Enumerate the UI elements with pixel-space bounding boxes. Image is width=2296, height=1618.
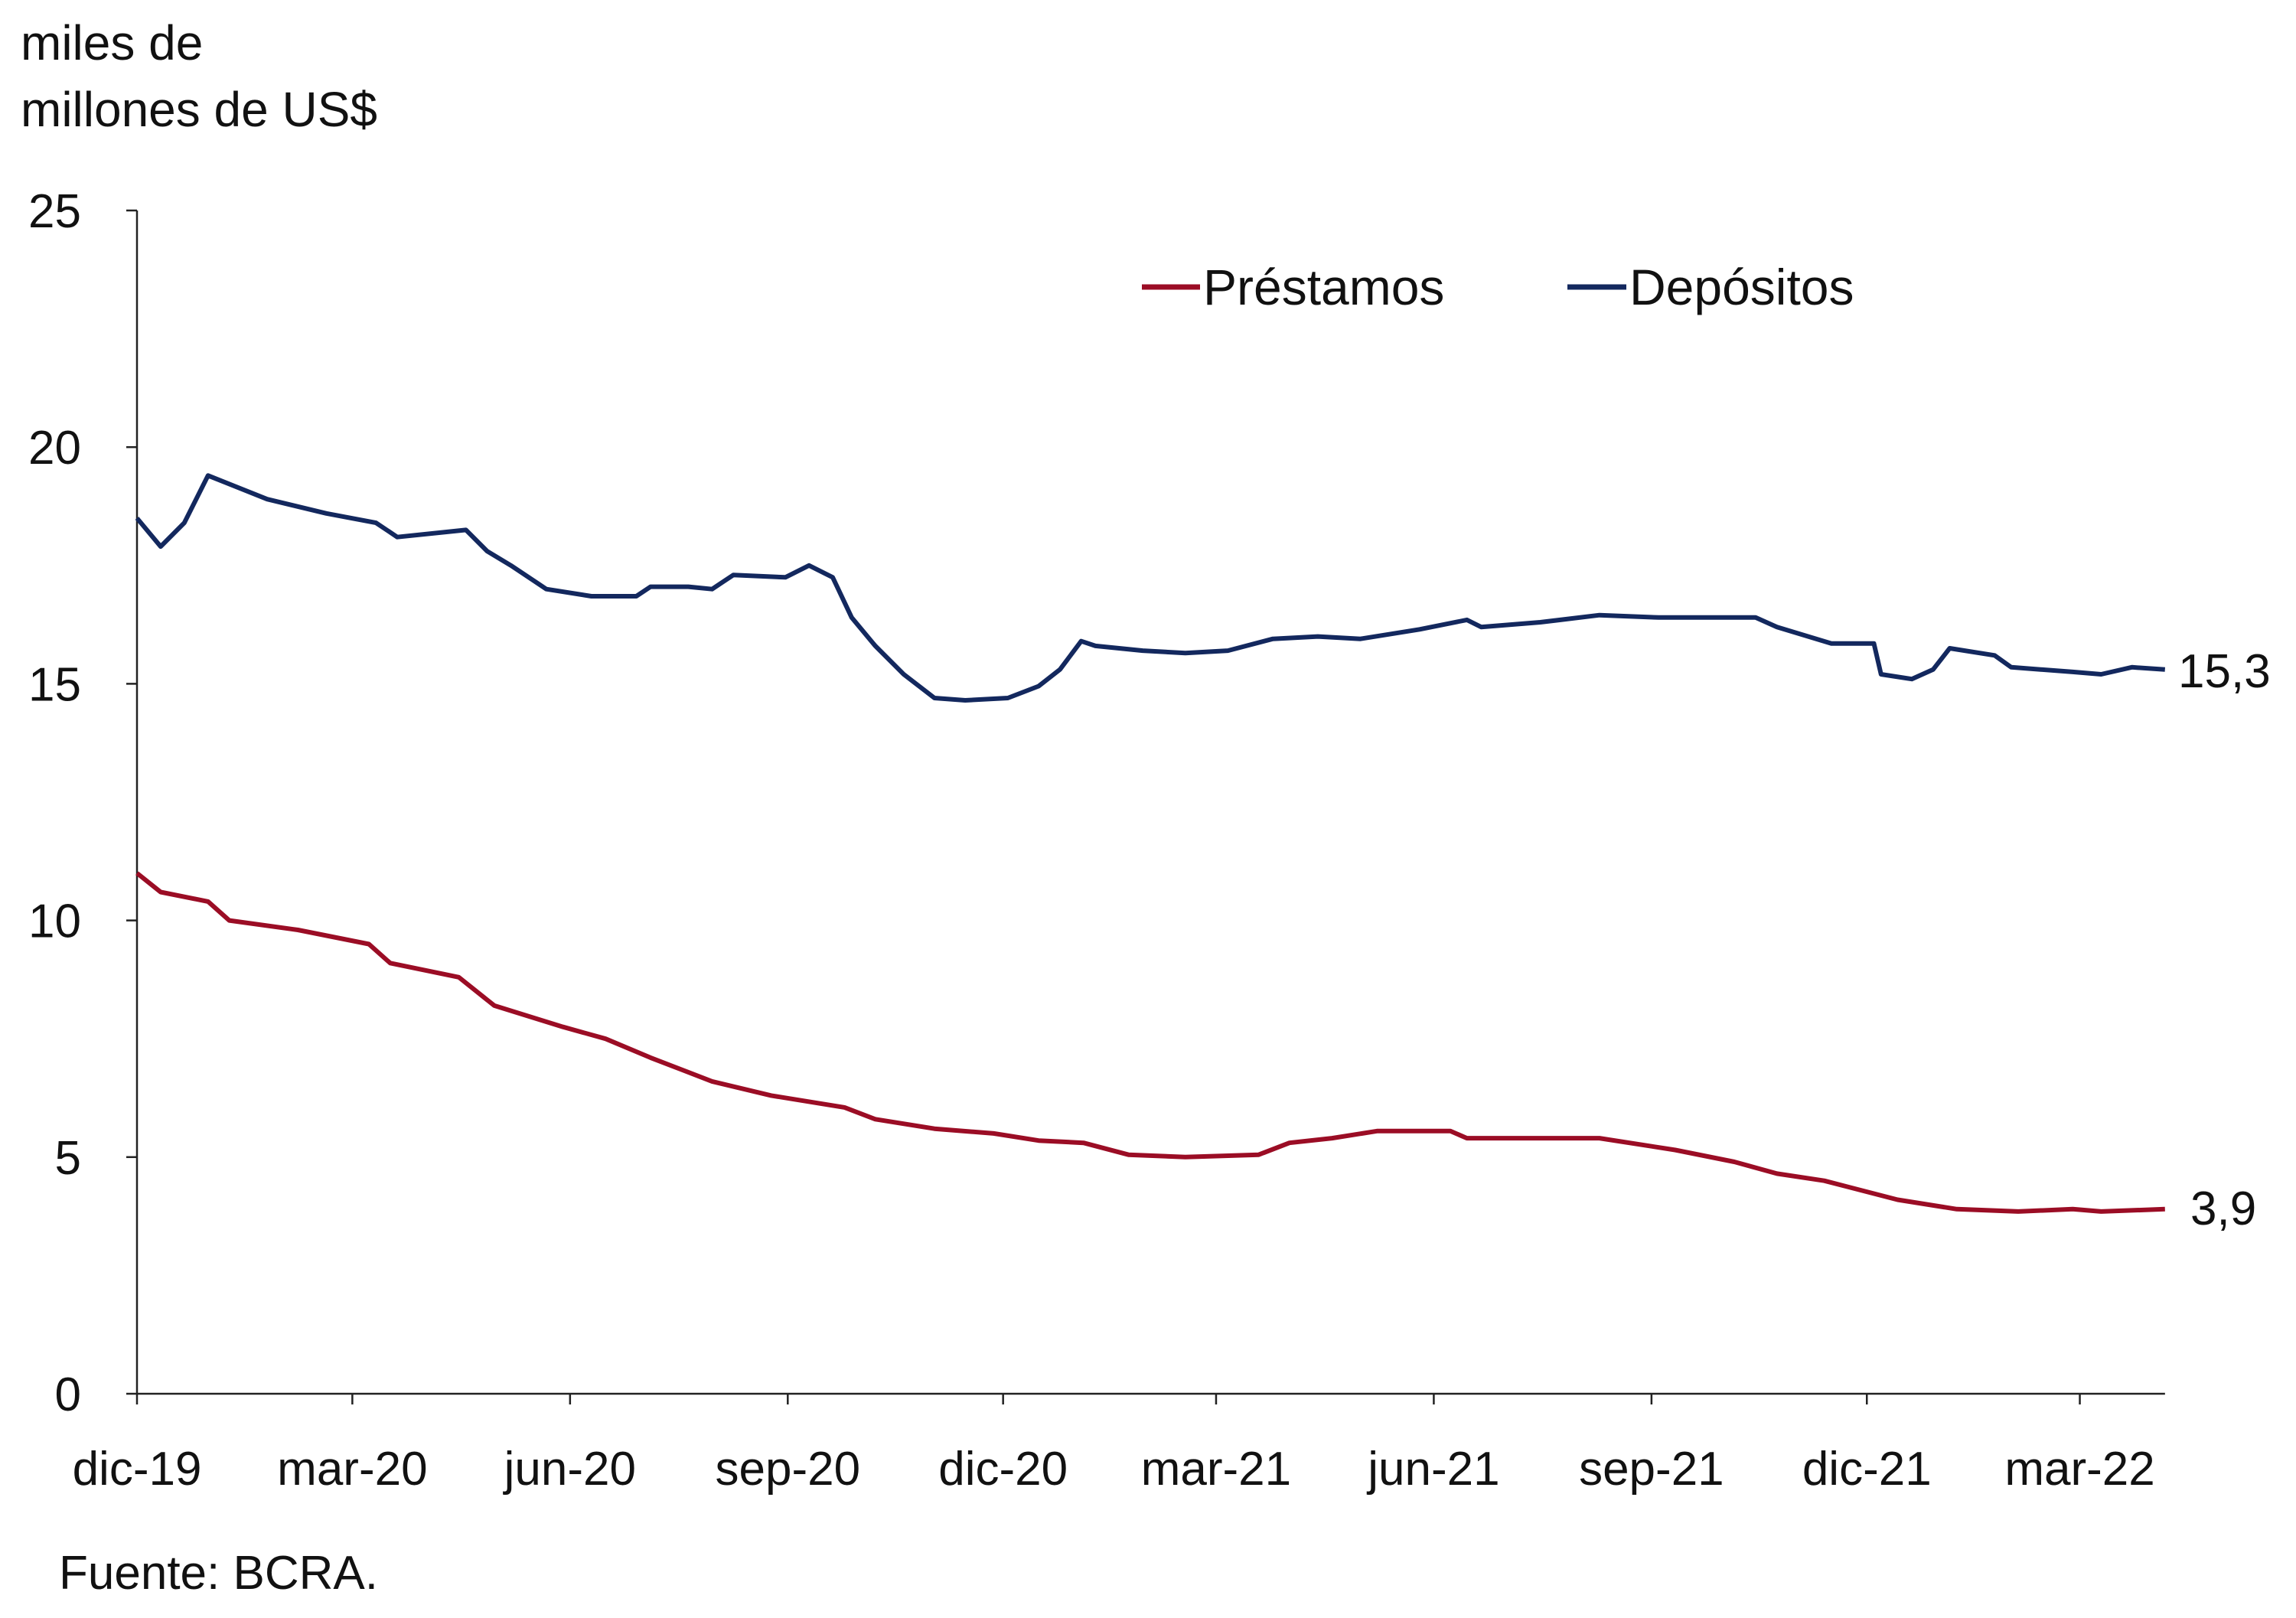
x-tick-label: mar-22 <box>2004 1443 2154 1496</box>
x-tick-label: dic-19 <box>73 1443 202 1496</box>
y-tick-label: 20 <box>28 422 81 475</box>
legend-label-depositos: Depósitos <box>1629 259 1854 315</box>
y-axis-label-line-2: millones de US$ <box>21 82 377 137</box>
end-label-depositos: 15,3 <box>2178 645 2271 698</box>
axes: 0 5 10 15 20 25 dic-19 mar-20 jun-20 sep-20 dic-20… <box>28 185 2165 1496</box>
y-tick-label: 0 <box>55 1368 81 1421</box>
legend-label-prestamos: Préstamos <box>1203 259 1444 315</box>
end-label-prestamos: 3,9 <box>2190 1183 2256 1235</box>
x-tick-label: mar-20 <box>277 1443 427 1496</box>
y-axis-label-line-1: miles de <box>21 15 203 70</box>
y-tick-label: 15 <box>28 658 81 711</box>
x-tick-label: sep-20 <box>716 1443 861 1496</box>
x-tick-label: dic-21 <box>1802 1443 1932 1496</box>
x-tick-label: dic-20 <box>938 1443 1068 1496</box>
y-tick-label: 5 <box>55 1132 81 1185</box>
series-lines <box>135 473 2166 1214</box>
y-tick-label: 25 <box>28 185 81 238</box>
legend: Préstamos Depósitos <box>1142 259 1854 315</box>
x-tick-label: sep-21 <box>1579 1443 1724 1496</box>
x-tick-label: jun-21 <box>1366 1443 1499 1496</box>
x-tick-label: jun-20 <box>503 1443 636 1496</box>
y-tick-label: 10 <box>28 895 81 948</box>
source-note: Fuente: BCRA. <box>59 1547 378 1600</box>
series-line-prestamos <box>135 871 2165 1214</box>
x-tick-label: mar-21 <box>1141 1443 1291 1496</box>
series-line-depositos <box>135 473 2166 703</box>
